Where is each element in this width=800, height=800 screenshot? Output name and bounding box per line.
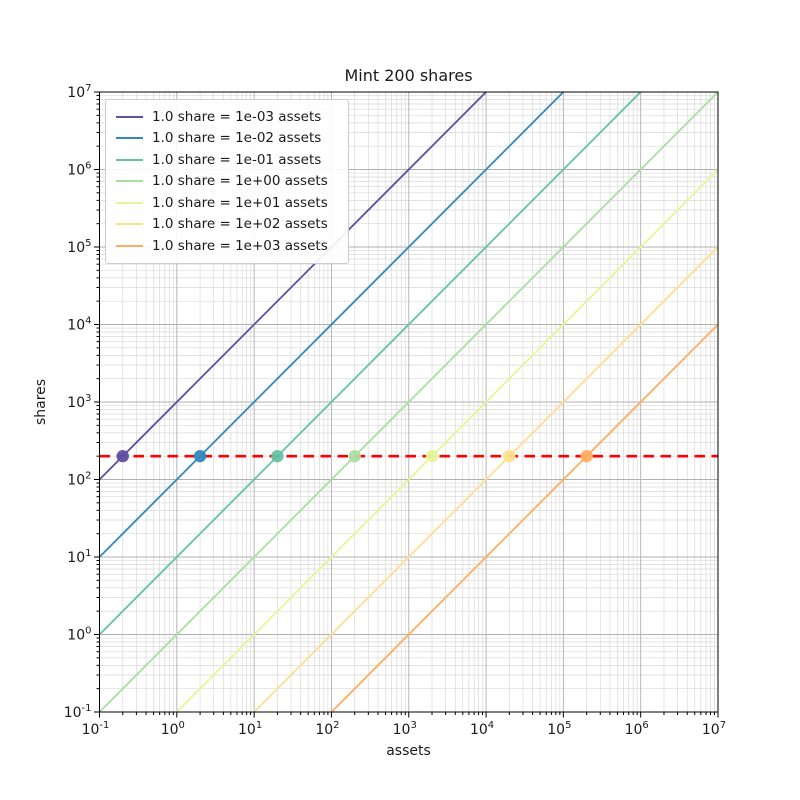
x-tick-label: 103 (393, 720, 417, 738)
legend-label: 1.0 share = 1e+00 assets (152, 173, 328, 190)
intersection-marker-6 (580, 449, 593, 463)
legend-item: 1.0 share = 1e+00 assets (116, 171, 340, 193)
y-tick-label: 105 (67, 238, 91, 256)
series-line-0 (99, 92, 487, 481)
y-tick-label: 107 (67, 83, 91, 101)
legend-item: 1.0 share = 1e-03 assets (116, 106, 340, 128)
y-axis-label: shares (33, 378, 49, 426)
series-line-5 (253, 246, 718, 712)
legend-label: 1.0 share = 1e+01 assets (152, 194, 328, 211)
y-tick-label: 103 (67, 393, 91, 411)
legend-line-swatch (116, 137, 143, 140)
legend-line-swatch (116, 223, 143, 226)
x-tick-label: 104 (470, 720, 494, 738)
y-tick-label: 106 (67, 161, 91, 179)
legend-line-swatch (116, 180, 143, 183)
series-line-4 (176, 168, 718, 712)
legend-label: 1.0 share = 1e-02 assets (152, 130, 322, 147)
x-tick-label: 105 (547, 720, 571, 738)
intersection-marker-2 (271, 449, 284, 463)
series-line-1 (99, 92, 565, 558)
x-tick-label: 100 (161, 720, 185, 738)
y-tick-label: 102 (67, 471, 91, 489)
legend-label: 1.0 share = 1e+02 assets (152, 216, 328, 233)
series-line-3 (99, 92, 718, 712)
intersection-marker-5 (503, 449, 516, 463)
legend: 1.0 share = 1e-03 assets 1.0 share = 1e-… (105, 99, 349, 264)
x-tick-label: 101 (238, 720, 262, 738)
legend-line-swatch (116, 201, 143, 204)
y-tick-label: 104 (67, 316, 91, 334)
series-line-2 (99, 92, 642, 636)
legend-item: 1.0 share = 1e+02 assets (116, 214, 340, 236)
legend-line-swatch (116, 115, 143, 118)
x-tick-label: 10-1 (82, 720, 110, 738)
chart-title: Mint 200 shares (344, 66, 473, 85)
x-tick-label: 102 (315, 720, 339, 738)
x-tick-label: 107 (702, 720, 726, 738)
x-tick-label: 106 (625, 720, 649, 738)
y-tick-label: 10-1 (64, 703, 92, 721)
axis-ticks (94, 91, 719, 718)
y-tick-label: 101 (67, 548, 91, 566)
legend-label: 1.0 share = 1e-03 assets (152, 108, 322, 125)
series-line-6 (330, 323, 718, 712)
legend-item: 1.0 share = 1e-01 assets (116, 149, 340, 171)
legend-label: 1.0 share = 1e-01 assets (152, 151, 322, 168)
intersection-marker-0 (116, 449, 129, 463)
x-axis-label: assets (386, 743, 431, 759)
y-tick-label: 100 (67, 626, 91, 644)
intersection-marker-4 (425, 449, 439, 463)
legend-line-swatch (116, 158, 143, 161)
legend-item: 1.0 share = 1e+01 assets (116, 192, 340, 214)
intersection-marker-3 (348, 449, 361, 463)
legend-label: 1.0 share = 1e+03 assets (152, 237, 328, 254)
intersection-marker-1 (193, 449, 207, 463)
legend-line-swatch (116, 244, 143, 247)
legend-item: 1.0 share = 1e+03 assets (116, 235, 340, 257)
legend-item: 1.0 share = 1e-02 assets (116, 128, 340, 150)
